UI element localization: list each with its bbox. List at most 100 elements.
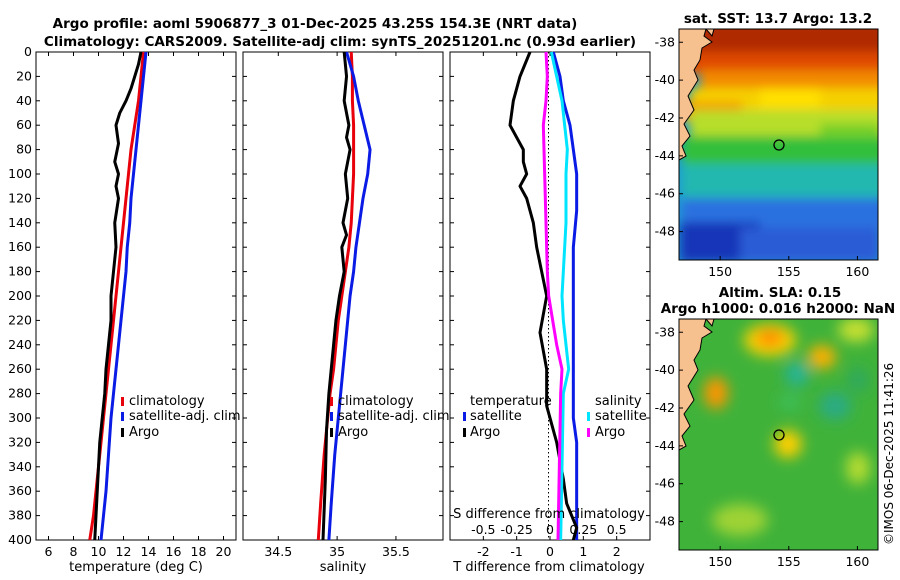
difference-legend: temperature satellite Argo salinity sate…: [463, 394, 647, 440]
sla-map-frame: [678, 318, 879, 551]
salinity-difference-label: S difference from climatology: [453, 507, 645, 522]
x-tick-label: 8: [70, 544, 78, 559]
x-tick-label: 35: [329, 544, 345, 559]
map-y-tick-label: -38: [655, 324, 675, 339]
salinity-series: [316, 51, 372, 541]
salinity-difference-tick-label: -0.25: [500, 522, 532, 537]
temperature-x-label: temperature (deg C): [69, 560, 203, 575]
difference-panel: -2 -1 0 1 2 -0.5 -0.25 0 0.25 0.5 S difference f…: [449, 51, 651, 575]
x-tick-label: 16: [166, 544, 182, 559]
sla-map-title: Altim. SLA: 0.15: [719, 285, 841, 301]
salinity-difference-tick-label: 0.25: [569, 522, 597, 537]
x-tick-label: 34.5: [264, 544, 292, 559]
y-tick-label: 260: [8, 361, 32, 376]
temperature-difference-label: T difference from climatology: [452, 560, 645, 575]
y-tick-label: 360: [8, 483, 32, 498]
salinity-x-label: salinity: [320, 560, 367, 575]
map-y-tick-label: -48: [655, 224, 675, 239]
temperature-series: [88, 51, 148, 541]
legend-swatch-temp-satellite: [463, 412, 466, 421]
salinity-difference-ticks: -0.5 -0.25 0 0.25 0.5: [471, 522, 626, 537]
legend-swatch-satellite: [121, 412, 124, 421]
x-tick-label: 14: [141, 544, 157, 559]
y-tick-label: 280: [8, 386, 32, 401]
legend-swatch-sal-argo: [587, 428, 590, 437]
sst-map-title: sat. SST: 13.7 Argo: 13.2: [684, 11, 872, 27]
sla-map-ticks: 150 155 160 -38 -40 -42 -44 -46 -48: [655, 324, 870, 569]
y-tick-label: 340: [8, 459, 32, 474]
x-tick-label: 20: [216, 544, 232, 559]
x-tick-label: 35.5: [382, 544, 410, 559]
legend-label-argo: Argo: [338, 425, 368, 440]
map-y-tick-label: -42: [655, 400, 675, 415]
legend-label-satellite: satellite-adj. clim: [338, 409, 450, 424]
y-tick-label: 40: [16, 93, 32, 108]
map-y-tick-label: -42: [655, 110, 675, 125]
map-x-tick-label: 150: [708, 554, 732, 569]
legend-label-climatology: climatology: [338, 394, 414, 409]
figure-subtitle: Climatology: CARS2009. Satellite-adj cli…: [44, 34, 636, 50]
legend-swatch-sal-satellite: [587, 412, 590, 421]
x-tick-label: -2: [477, 544, 489, 559]
legend-swatch-climatology: [330, 397, 333, 406]
temperature-legend: climatology satellite-adj. clim Argo: [121, 394, 241, 440]
salinity-x-ticks: 34.5 35 35.5: [264, 52, 410, 559]
salinity-difference-tick-label: 0: [546, 522, 554, 537]
legend-swatch-argo: [121, 428, 124, 437]
x-tick-label: 0: [546, 544, 554, 559]
sst-heatmap: [679, 29, 878, 260]
argo-float-marker: [773, 139, 785, 151]
y-tick-label: 200: [8, 288, 32, 303]
y-tick-label: 400: [8, 532, 32, 547]
map-y-tick-label: -44: [655, 148, 675, 163]
series-salinity-argo: [541, 51, 564, 541]
x-tick-label: 10: [91, 544, 107, 559]
y-tick-label: 320: [8, 434, 32, 449]
legend-label-sal-argo: Argo: [595, 425, 625, 440]
y-tick-label: 140: [8, 215, 32, 230]
sla-map-subtitle: Argo h1000: 0.016 h2000: NaN: [661, 301, 895, 317]
series-argo: [93, 51, 143, 541]
y-tick-label: 80: [16, 142, 32, 157]
sst-map-panel: sat. SST: 13.7 Argo: 13.2: [655, 11, 879, 279]
legend-label-sal-satellite: satellite: [595, 409, 647, 424]
map-y-tick-label: -38: [655, 34, 675, 49]
legend-label-temp-satellite: satellite: [470, 409, 522, 424]
map-x-tick-label: 155: [777, 264, 801, 279]
sla-map-panel: Altim. SLA: 0.15 Argo h1000: 0.016 h2000…: [655, 285, 896, 569]
map-y-tick-label: -46: [655, 476, 675, 491]
x-tick-label: 12: [116, 544, 132, 559]
x-tick-label: 2: [613, 544, 621, 559]
series-satellite-adj-clim: [99, 51, 148, 541]
legend-title-temperature: temperature: [470, 394, 552, 409]
salinity-panel: 34.5 35 35.5 salinity climatology satellit…: [242, 51, 450, 575]
salinity-difference-tick-label: -0.5: [471, 522, 495, 537]
temperature-y-ticks: 0 20 40 60 80 100 120 140 160 180 200 220 240 260 280 3…: [8, 44, 236, 547]
x-tick-label: 6: [45, 544, 53, 559]
sst-map-ticks: 150 155 160 -38 -40 -42 -44 -46 -48: [655, 34, 870, 279]
x-tick-label: -1: [510, 544, 522, 559]
legend-swatch-satellite: [330, 412, 333, 421]
legend-title-salinity: salinity: [595, 394, 642, 409]
legend-label-temp-argo: Argo: [470, 425, 500, 440]
argo-float-marker: [773, 429, 785, 441]
temperature-panel: 0 20 40 60 80 100 120 140 160 180 200 220 240 260 280 3…: [8, 44, 240, 575]
difference-x-ticks: -2 -1 0 1 2: [477, 52, 621, 559]
series-argo: [321, 51, 352, 541]
y-tick-label: 0: [24, 44, 32, 59]
salinity-y-ticks: [243, 51, 443, 541]
map-y-tick-label: -40: [655, 72, 675, 87]
map-x-tick-label: 155: [777, 554, 801, 569]
y-tick-label: 380: [8, 508, 32, 523]
imos-credit: ©IMOS 06-Dec-2025 11:41:26: [882, 363, 896, 545]
salinity-difference-tick-label: 0.5: [607, 522, 627, 537]
series-satellite-adj-clim: [327, 51, 372, 541]
sst-map-frame: [678, 28, 879, 261]
map-y-tick-label: -44: [655, 438, 675, 453]
map-y-tick-label: -46: [655, 186, 675, 201]
y-tick-label: 220: [8, 312, 32, 327]
y-tick-label: 300: [8, 410, 32, 425]
map-x-tick-label: 160: [845, 264, 869, 279]
y-tick-label: 100: [8, 166, 32, 181]
